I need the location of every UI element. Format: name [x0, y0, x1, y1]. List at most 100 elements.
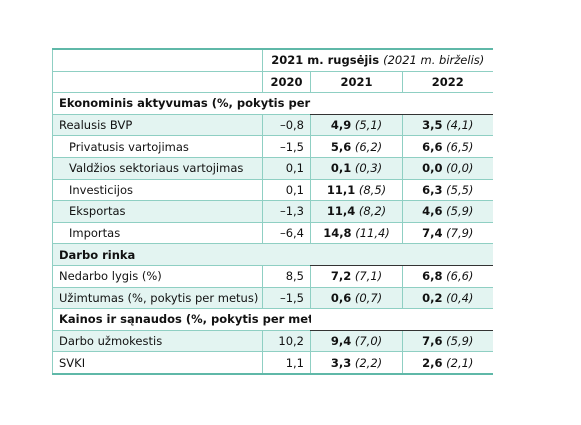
- column-header: 2022: [401, 70, 493, 93]
- forecast: 4,6: [422, 204, 443, 219]
- value-2020: –1,5: [262, 286, 311, 309]
- value-cell: 2,6 (2,1): [401, 351, 493, 374]
- data-row: Privatusis vartojimas –1,5 5,6 (6,2) 6,6 (6…: [52, 135, 493, 158]
- value-2020: 10,2: [262, 329, 311, 352]
- previous-forecast: (6,6): [446, 269, 474, 284]
- row-label: Realusis BVP: [52, 113, 263, 136]
- previous-forecast: (6,2): [354, 139, 383, 154]
- previous-forecast: (8,2): [358, 204, 387, 219]
- section-row: Kainos ir sąnaudos (%, pokytis per metus…: [52, 308, 493, 331]
- forecast-table: 2021 m. rugsėjis (2021 m. birželis) 2020…: [52, 48, 493, 375]
- forecast: 6,8: [422, 269, 443, 284]
- forecast: 6,6: [422, 139, 443, 154]
- value-cell: 3,5 (4,1): [401, 113, 493, 136]
- previous-forecast: (0,0): [446, 161, 474, 176]
- row-label: Darbo užmokestis: [52, 329, 263, 352]
- forecast: 7,2: [330, 269, 352, 284]
- title-main: 2021 m. rugsėjis: [271, 53, 380, 68]
- header-row: 2021 m. rugsėjis (2021 m. birželis): [52, 48, 493, 72]
- value-cell: 4,9 (5,1): [310, 113, 403, 136]
- table-body: 2021 m. rugsėjis (2021 m. birželis) 2020…: [52, 48, 493, 374]
- previous-forecast: (2,2): [354, 355, 383, 370]
- forecast: 0,2: [422, 290, 443, 305]
- forecast: 11,4: [326, 204, 356, 219]
- forecast: 4,9: [330, 118, 352, 133]
- value-2020: 0,1: [262, 178, 311, 201]
- data-row: Valdžios sektoriaus vartojimas 0,1 0,1 (0,…: [52, 156, 493, 180]
- section-fill: [310, 92, 493, 115]
- title-note: (2021 m. birželis): [383, 53, 485, 68]
- value-2020: 1,1: [262, 351, 311, 374]
- value-cell: 6,6 (6,5): [401, 135, 493, 158]
- header-title: 2021 m. rugsėjis (2021 m. birželis): [261, 48, 493, 72]
- row-label: Valdžios sektoriaus vartojimas: [52, 156, 263, 180]
- column-header: 2020: [262, 70, 311, 93]
- row-label: Nedarbo lygis (%): [52, 264, 263, 288]
- data-row: Importas –6,4 14,8 (11,4) 7,4 (7,9): [52, 221, 493, 244]
- column-header: 2021: [310, 70, 403, 93]
- corner-cell: [52, 70, 263, 93]
- forecast: 7,4: [422, 226, 443, 241]
- section-title: Ekonominis aktyvumas (%, pokytis per met…: [52, 92, 311, 115]
- forecast: 14,8: [323, 226, 352, 241]
- previous-forecast: (7,0): [354, 334, 383, 349]
- value-2020: –1,5: [262, 135, 311, 158]
- previous-forecast: (5,1): [354, 118, 383, 133]
- value-cell: 14,8 (11,4): [310, 221, 403, 244]
- value-cell: 7,2 (7,1): [310, 264, 403, 288]
- value-cell: 0,1 (0,3): [310, 156, 403, 180]
- previous-forecast: (0,3): [354, 161, 383, 176]
- previous-forecast: (6,5): [446, 139, 474, 154]
- value-cell: 0,0 (0,0): [401, 156, 493, 180]
- value-cell: 4,6 (5,9): [401, 200, 493, 223]
- forecast: 3,5: [422, 118, 443, 133]
- previous-forecast: (8,5): [358, 182, 387, 197]
- value-cell: 5,6 (6,2): [310, 135, 403, 158]
- value-cell: 6,8 (6,6): [401, 264, 493, 288]
- value-cell: 9,4 (7,0): [310, 329, 403, 352]
- value-2020: 8,5: [262, 264, 311, 288]
- value-cell: 7,6 (5,9): [401, 329, 493, 352]
- previous-forecast: (5,9): [446, 334, 474, 349]
- value-cell: 11,1 (8,5): [310, 178, 403, 201]
- section-title: Darbo rinka: [52, 243, 311, 266]
- header-row: 2020 2021 2022: [52, 70, 493, 93]
- section-title: Kainos ir sąnaudos (%, pokytis per metus…: [52, 308, 311, 331]
- forecast: 3,3: [330, 355, 352, 370]
- previous-forecast: (7,9): [446, 226, 474, 241]
- data-row: Užimtumas (%, pokytis per metus) –1,5 0,6 …: [52, 286, 493, 309]
- row-label: Eksportas: [52, 200, 263, 223]
- forecast: 9,4: [330, 334, 352, 349]
- forecast: 0,0: [422, 161, 443, 176]
- section-fill: [310, 243, 493, 266]
- previous-forecast: (0,4): [446, 290, 474, 305]
- value-cell: 3,3 (2,2): [310, 351, 403, 374]
- data-row: Investicijos 0,1 11,1 (8,5) 6,3 (5,5): [52, 178, 493, 201]
- previous-forecast: (11,4): [355, 226, 390, 241]
- row-label: Investicijos: [52, 178, 263, 201]
- previous-forecast: (0,7): [354, 290, 383, 305]
- forecast: 5,6: [330, 139, 352, 154]
- value-cell: 11,4 (8,2): [310, 200, 403, 223]
- section-row: Ekonominis aktyvumas (%, pokytis per met…: [52, 92, 493, 115]
- row-label: Privatusis vartojimas: [52, 135, 263, 158]
- corner-cell: [52, 48, 263, 72]
- forecast: 0,1: [330, 161, 352, 176]
- forecast: 7,6: [422, 334, 443, 349]
- value-cell: 0,2 (0,4): [401, 286, 493, 309]
- value-2020: –0,8: [262, 113, 311, 136]
- value-cell: 7,4 (7,9): [401, 221, 493, 244]
- previous-forecast: (7,1): [354, 269, 383, 284]
- value-2020: –1,3: [262, 200, 311, 223]
- forecast: 6,3: [422, 182, 443, 197]
- data-row: Darbo užmokestis 10,2 9,4 (7,0) 7,6 (5,9): [52, 329, 493, 352]
- section-row: Darbo rinka: [52, 243, 493, 266]
- section-fill: [310, 308, 493, 331]
- data-row: Realusis BVP –0,8 4,9 (5,1) 3,5 (4,1): [52, 113, 493, 136]
- value-cell: 0,6 (0,7): [310, 286, 403, 309]
- previous-forecast: (4,1): [446, 118, 474, 133]
- row-label: Importas: [52, 221, 263, 244]
- forecast: 0,6: [330, 290, 352, 305]
- table-wrap: 2021 m. rugsėjis (2021 m. birželis) 2020…: [52, 48, 493, 375]
